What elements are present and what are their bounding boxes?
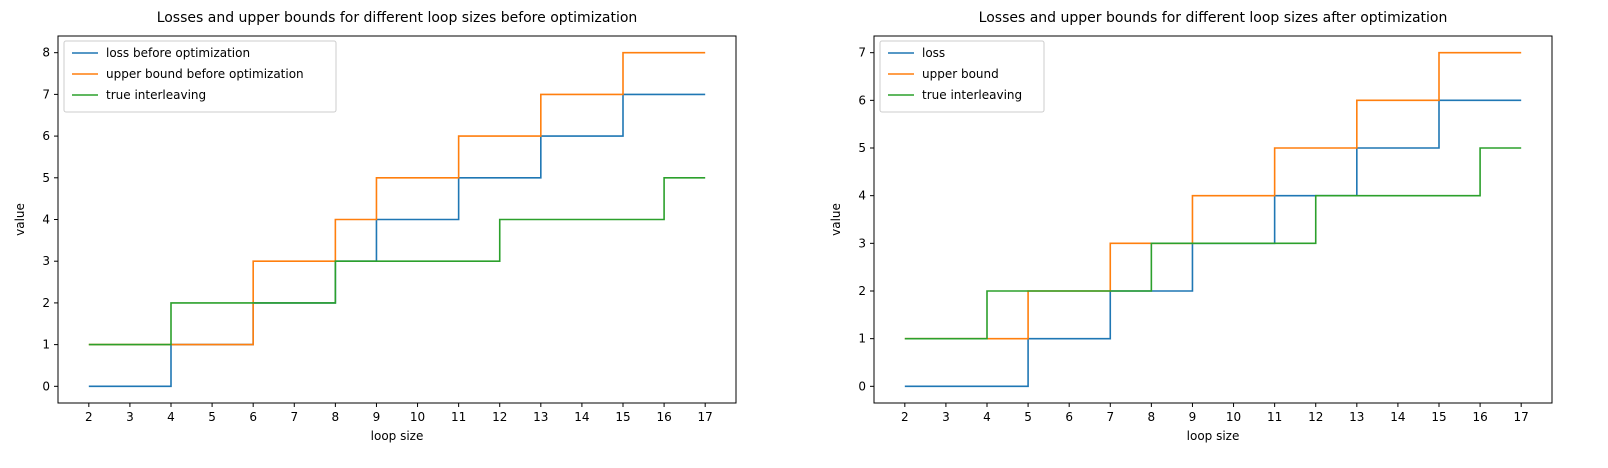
y-tick-label: 2	[42, 296, 50, 310]
chart-before-optimization: 2 3 4 5 6 7 8 9 10 11 12 13 14 15 16 17012345678Losses …	[13, 10, 737, 443]
legend-label: true interleaving	[922, 88, 1022, 102]
y-tick-label: 4	[42, 213, 50, 227]
chart-title: Losses and upper bounds for different lo…	[157, 10, 638, 26]
chart-title: Losses and upper bounds for different lo…	[979, 10, 1448, 26]
x-tick-label: 15	[615, 410, 630, 424]
x-tick-label: 11	[1267, 410, 1282, 424]
x-tick-label: 5	[208, 410, 216, 424]
y-tick-label: 4	[858, 189, 866, 203]
y-tick-label: 7	[42, 87, 50, 101]
x-tick-label: 7	[1106, 410, 1114, 424]
legend-label: loss before optimization	[106, 46, 250, 60]
legend: loss upper bound true interleaving	[879, 40, 1045, 113]
y-tick-label: 2	[858, 284, 866, 298]
y-tick-label: 1	[858, 332, 866, 346]
x-tick-label: 13	[533, 410, 548, 424]
x-axis-label: loop size	[1187, 429, 1240, 443]
x-tick-label: 6	[249, 410, 257, 424]
x-tick-label: 2	[901, 410, 909, 424]
x-tick-label: 11	[451, 410, 466, 424]
x-tick-label: 12	[1308, 410, 1323, 424]
series-line-1	[904, 51, 1522, 340]
legend-label: upper bound	[922, 67, 999, 81]
x-tick-label: 9	[373, 410, 381, 424]
x-tick-label: 9	[1189, 410, 1197, 424]
series-line-1	[88, 51, 706, 346]
x-tick-label: 17	[1514, 410, 1529, 424]
x-tick-label: 16	[656, 410, 671, 424]
y-tick-label: 0	[42, 379, 50, 393]
y-tick-label: 6	[858, 93, 866, 107]
axes-frame	[873, 35, 1553, 404]
x-tick-label: 8	[1148, 410, 1156, 424]
y-tick-label: 7	[858, 46, 866, 60]
y-tick-label: 1	[42, 338, 50, 352]
y-tick-label: 5	[42, 171, 50, 185]
x-tick-label: 6	[1065, 410, 1073, 424]
y-tick-label: 0	[858, 379, 866, 393]
series-line-2	[904, 147, 1522, 340]
x-tick-label: 4	[983, 410, 991, 424]
series-line-2	[88, 177, 706, 346]
legend: loss before optimization upper bound befo…	[63, 40, 337, 113]
y-tick-label: 5	[858, 141, 866, 155]
x-tick-label: 2	[85, 410, 93, 424]
y-tick-label: 8	[42, 46, 50, 60]
x-tick-label: 3	[942, 410, 950, 424]
x-tick-label: 10	[410, 410, 425, 424]
legend-box	[879, 40, 1045, 113]
x-tick-label: 16	[1472, 410, 1487, 424]
legend-label: upper bound before optimization	[106, 67, 304, 81]
y-axis-label: value	[13, 203, 27, 236]
x-tick-label: 8	[332, 410, 340, 424]
x-tick-label: 14	[574, 410, 589, 424]
x-tick-label: 3	[126, 410, 134, 424]
x-tick-label: 13	[1349, 410, 1364, 424]
y-tick-label: 3	[858, 236, 866, 250]
x-tick-label: 12	[492, 410, 507, 424]
x-tick-label: 17	[698, 410, 713, 424]
legend-label: loss	[922, 46, 945, 60]
x-axis-label: loop size	[371, 429, 424, 443]
x-tick-label: 4	[167, 410, 175, 424]
x-tick-label: 5	[1024, 410, 1032, 424]
x-tick-label: 10	[1226, 410, 1241, 424]
x-tick-label: 15	[1431, 410, 1446, 424]
x-tick-label: 7	[290, 410, 298, 424]
y-tick-label: 6	[42, 129, 50, 143]
legend-box	[63, 40, 337, 113]
y-axis-label: value	[829, 203, 843, 236]
y-tick-label: 3	[42, 254, 50, 268]
legend-label: true interleaving	[106, 88, 206, 102]
x-tick-label: 14	[1390, 410, 1405, 424]
